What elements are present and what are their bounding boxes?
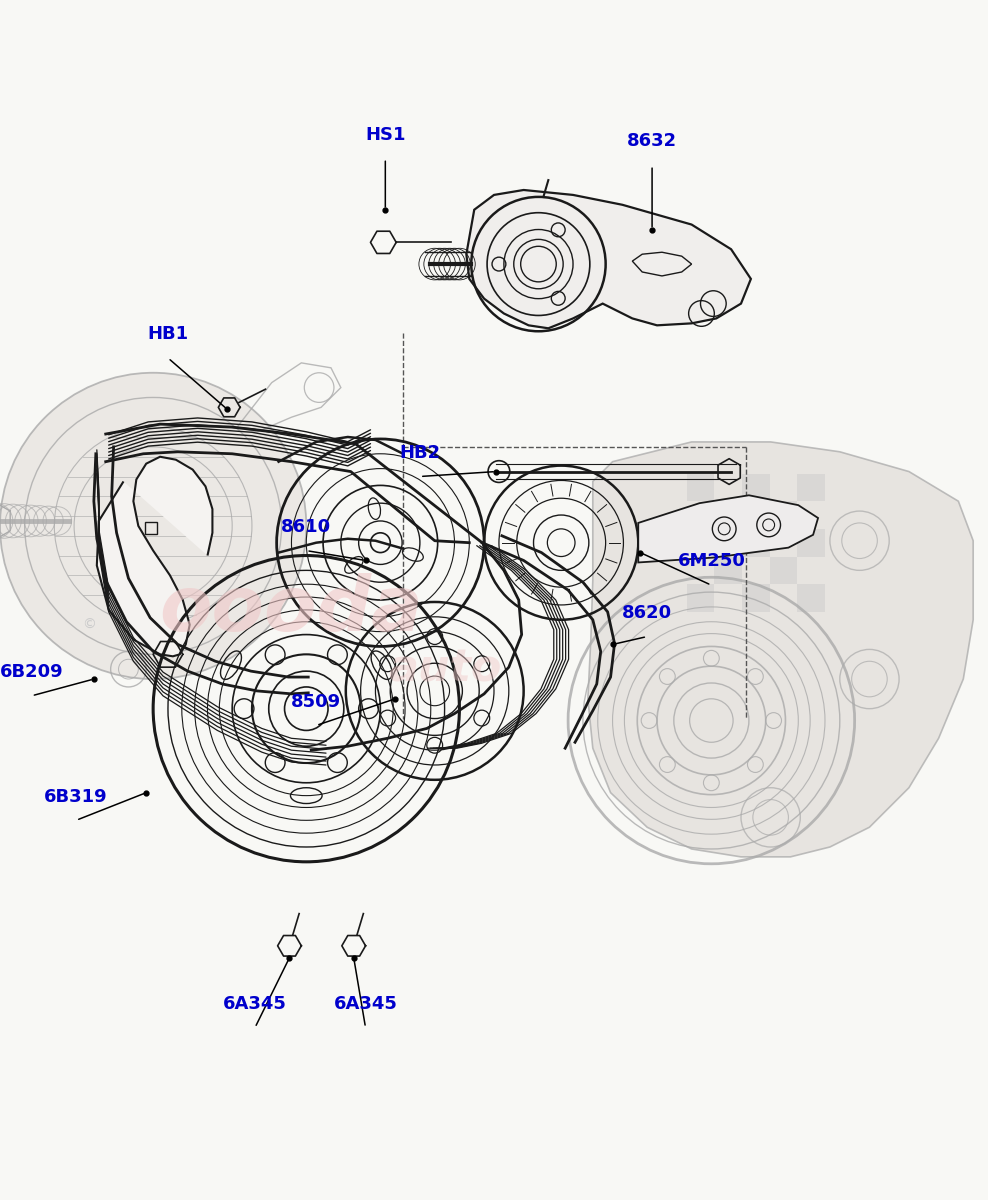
Text: 8509: 8509: [291, 692, 341, 710]
Bar: [687, 474, 714, 502]
Text: 6A345: 6A345: [223, 995, 287, 1013]
Text: 6B319: 6B319: [44, 787, 108, 805]
Polygon shape: [97, 457, 212, 656]
Circle shape: [0, 373, 306, 679]
Text: HB1: HB1: [147, 325, 189, 343]
Bar: [797, 584, 825, 612]
Bar: [742, 584, 770, 612]
Text: HS1: HS1: [366, 126, 405, 144]
Polygon shape: [588, 442, 973, 857]
Text: 6M250: 6M250: [678, 552, 745, 570]
Bar: [742, 529, 770, 557]
Bar: [770, 557, 797, 584]
Text: auto: auto: [388, 648, 501, 691]
Bar: [714, 502, 742, 529]
Text: ©: ©: [82, 618, 96, 631]
Bar: [714, 557, 742, 584]
Bar: [742, 474, 770, 502]
Bar: [687, 584, 714, 612]
Bar: [687, 529, 714, 557]
Text: 8632: 8632: [627, 132, 677, 150]
Polygon shape: [638, 496, 818, 563]
Bar: [797, 474, 825, 502]
Text: oooda: oooda: [160, 572, 423, 647]
Text: HB2: HB2: [399, 444, 441, 462]
Text: 8620: 8620: [622, 604, 672, 622]
Text: 8610: 8610: [282, 517, 331, 535]
Bar: [770, 502, 797, 529]
Text: 6B209: 6B209: [0, 664, 63, 682]
Bar: [797, 529, 825, 557]
Polygon shape: [466, 190, 751, 329]
Text: 6A345: 6A345: [334, 995, 397, 1013]
